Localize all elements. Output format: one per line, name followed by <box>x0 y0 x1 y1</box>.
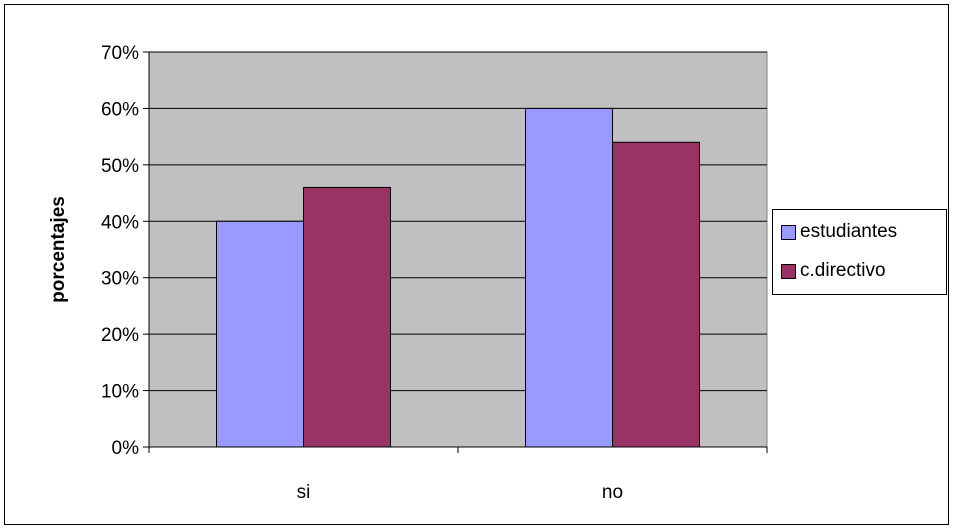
y-tick-label: 50% <box>101 156 139 177</box>
x-tick-label: si <box>297 482 311 503</box>
bar-c-directivo-no <box>612 141 700 448</box>
legend-label-c-directivo: c.directivo <box>800 260 886 281</box>
y-tick-label: 20% <box>101 325 139 346</box>
y-tick-label: 10% <box>101 382 139 403</box>
y-tick-labels: 0% 10% 20% 30% 40% 50% 60% 70% <box>101 43 139 459</box>
legend: estudiantes c.directivo <box>772 209 947 295</box>
legend-swatch-c-directivo <box>781 263 796 279</box>
y-tick-label: 30% <box>101 269 139 290</box>
legend-item-estudiantes: estudiantes <box>781 220 897 244</box>
y-tick-label: 70% <box>101 43 139 64</box>
legend-swatch-estudiantes <box>781 224 796 240</box>
legend-item-c-directivo: c.directivo <box>781 259 886 283</box>
y-tick-label: 40% <box>101 212 139 233</box>
x-tick-labels: si no <box>297 482 623 503</box>
bar-estudiantes-si <box>216 220 304 448</box>
bar-c-directivo-si <box>303 186 391 448</box>
legend-label-estudiantes: estudiantes <box>800 221 898 242</box>
bar-estudiantes-no <box>525 107 613 448</box>
axes <box>143 51 768 453</box>
y-axis-label: porcentajes <box>48 196 69 303</box>
y-tick-label: 60% <box>101 99 139 120</box>
y-tick-label: 0% <box>112 438 140 459</box>
bars <box>216 107 700 448</box>
x-tick-label: no <box>602 482 623 503</box>
